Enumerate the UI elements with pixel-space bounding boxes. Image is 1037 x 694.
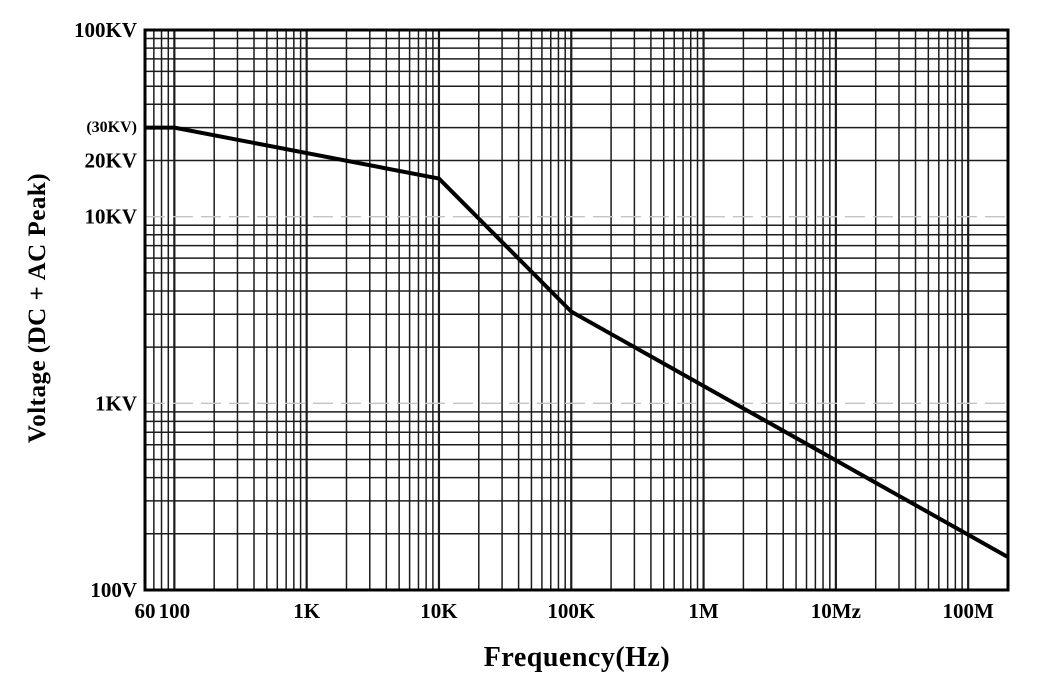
y-tick-label: 1KV <box>95 391 137 415</box>
x-tick-label: 1M <box>688 599 719 623</box>
derating-curve <box>145 125 1009 559</box>
x-tick-label: 60 <box>135 599 156 623</box>
y-axis-title: Voltage (DC + AC Peak) <box>24 172 51 444</box>
x-tick-label: 100 <box>159 599 191 623</box>
x-axis-title: Frequency(Hz) <box>483 642 671 673</box>
y-tick-label: 100V <box>90 578 137 602</box>
plot-border <box>143 28 1010 592</box>
y-tick-label: (30KV) <box>86 119 137 136</box>
y-tick-label: 20KV <box>85 148 138 172</box>
x-tick-label: 10Mz <box>811 599 861 623</box>
y-tick-label: 10KV <box>85 205 138 229</box>
x-tick-label: 1K <box>293 599 321 623</box>
x-tick-label: 100M <box>943 599 995 623</box>
x-tick-label: 10K <box>420 599 458 623</box>
x-tick-label: 100K <box>547 599 596 623</box>
y-tick-label: 100KV <box>74 18 137 42</box>
